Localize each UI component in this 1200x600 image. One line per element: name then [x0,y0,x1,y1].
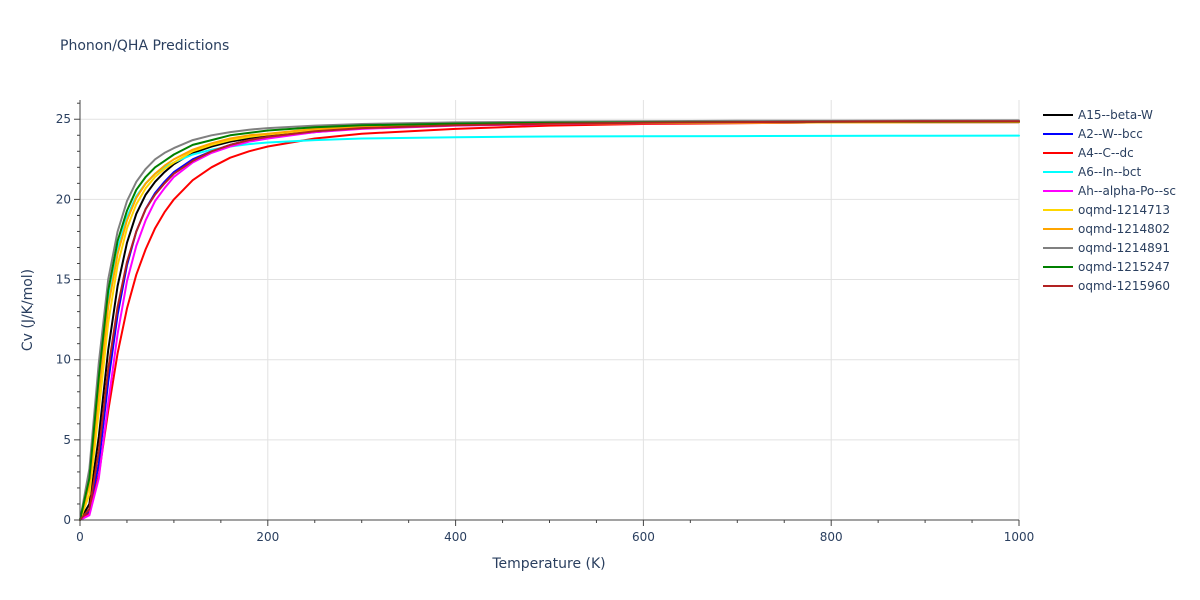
legend-item-A4--C--dc[interactable]: A4--C--dc [1043,146,1134,160]
series-line-A4--C--dc [79,120,1020,521]
legend-label: oqmd-1215247 [1078,260,1170,274]
series-line-A2--W--bcc [79,121,1020,521]
legend-item-oqmd-1214713[interactable]: oqmd-1214713 [1043,203,1170,217]
y-tick-label: 20 [56,192,71,206]
legend-item-Ah--alpha-Po--sc[interactable]: Ah--alpha-Po--sc [1043,184,1176,198]
legend-label: A4--C--dc [1078,146,1134,160]
grid [80,100,1020,520]
x-tick-label: 200 [256,530,279,544]
legend-label: Ah--alpha-Po--sc [1078,184,1176,198]
legend-item-A2--W--bcc[interactable]: A2--W--bcc [1043,127,1143,141]
legend-item-oqmd-1214891[interactable]: oqmd-1214891 [1043,241,1170,255]
legend-label: oqmd-1214713 [1078,203,1170,217]
series-line-oqmd-1215247 [79,120,1020,521]
legend-label: oqmd-1214802 [1078,222,1170,236]
series-line-Ah--alpha-Po--sc [79,121,1020,521]
y-tick-label: 10 [56,353,71,367]
axes: 0 200 400 600 800 1000 0 5 10 15 20 25 [56,100,1035,544]
series-line-oqmd-1215960 [79,120,1020,521]
y-tick-label: 25 [56,112,71,126]
series-line-oqmd-1214713 [79,121,1020,521]
x-tick-label: 1000 [1004,530,1035,544]
y-tick-label: 5 [63,433,71,447]
x-tick-label: 800 [820,530,843,544]
y-axis-title: Cv (J/K/mol) [20,269,36,351]
chart-title: Phonon/QHA Predictions [60,38,229,54]
legend-label: oqmd-1215960 [1078,279,1170,293]
series-line-A15--beta-W [79,121,1020,521]
legend-label: A15--beta-W [1078,108,1153,122]
legend-label: oqmd-1214891 [1078,241,1170,255]
x-axis-title: Temperature (K) [491,556,605,572]
series-line-A6--In--bct [79,134,1020,521]
legend-label: A2--W--bcc [1078,127,1143,141]
legend-item-oqmd-1215960[interactable]: oqmd-1215960 [1043,279,1170,293]
legend-item-oqmd-1214802[interactable]: oqmd-1214802 [1043,222,1170,236]
legend-item-A6--In--bct[interactable]: A6--In--bct [1043,165,1142,179]
legend[interactable]: A15--beta-W A2--W--bcc A4--C--dc A6--In--bc… [1043,108,1176,293]
y-tick-label: 15 [56,273,71,287]
x-tick-label: 600 [632,530,655,544]
series-line-oqmd-1214891 [79,119,1020,521]
series-line-oqmd-1214802 [79,121,1020,521]
x-tick-label: 0 [76,530,84,544]
series-lines [79,119,1020,521]
legend-item-A15--beta-W[interactable]: A15--beta-W [1043,108,1153,122]
legend-label: A6--In--bct [1078,165,1142,179]
x-tick-label: 400 [444,530,467,544]
legend-item-oqmd-1215247[interactable]: oqmd-1215247 [1043,260,1170,274]
y-tick-label: 0 [63,513,71,527]
